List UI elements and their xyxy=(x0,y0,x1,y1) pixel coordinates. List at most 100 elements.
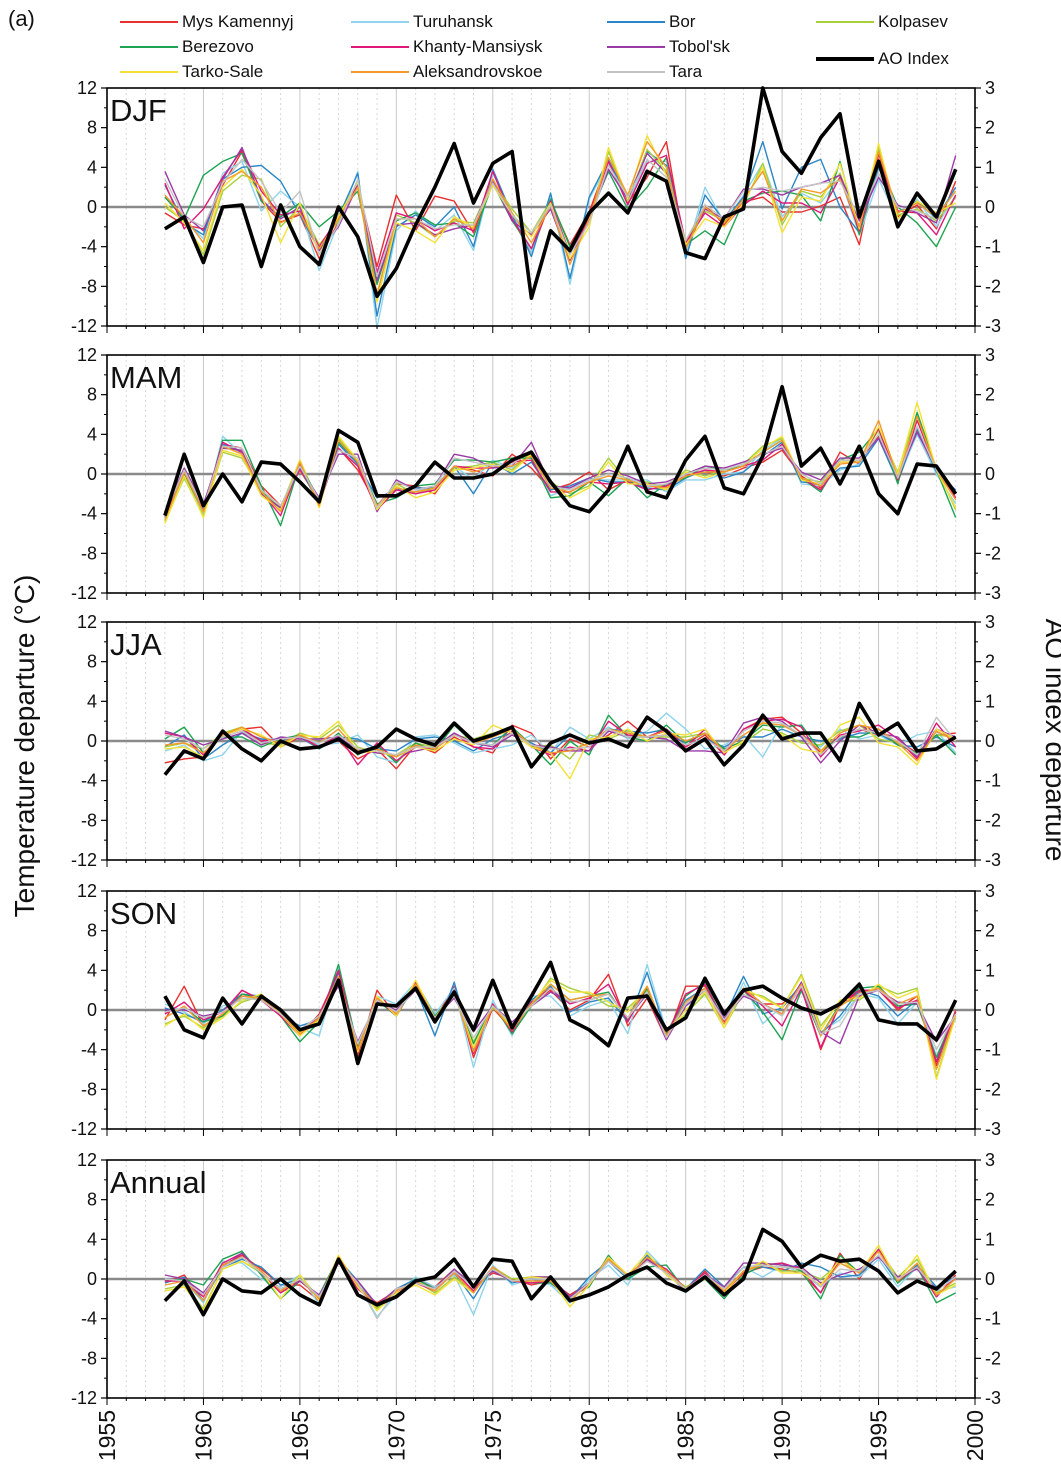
y-tick-label-right: -3 xyxy=(985,1388,1001,1408)
y-tick-label-right: 2 xyxy=(985,1190,995,1210)
y-tick-label-left: 8 xyxy=(87,921,97,941)
series-line-tara xyxy=(164,425,957,514)
y-tick-label-left: -8 xyxy=(81,1079,97,1099)
y-tick-label-right: -1 xyxy=(985,771,1001,791)
series-line-tarko-sale xyxy=(164,1244,957,1312)
y-tick-label-left: -12 xyxy=(71,850,97,870)
series-line-tobol-sk xyxy=(164,431,957,513)
y-tick-label-left: 0 xyxy=(87,464,97,484)
y-tick-label-right: 3 xyxy=(985,345,995,365)
x-tick-label: 1990 xyxy=(769,1410,795,1461)
y-tick-label-right: -1 xyxy=(985,504,1001,524)
y-tick-label-left: 0 xyxy=(87,731,97,751)
y-tick-label-right: 1 xyxy=(985,960,995,980)
series-line-tara xyxy=(164,716,957,756)
y-tick-label-left: -12 xyxy=(71,1119,97,1139)
y-tick-label-right: 3 xyxy=(985,612,995,632)
y-tick-label-right: 2 xyxy=(985,118,995,138)
legend-label: Khanty-Mansiysk xyxy=(413,37,543,56)
x-tick-label: 1985 xyxy=(673,1410,699,1461)
series-line-mys-kamennyj xyxy=(164,140,957,268)
y-tick-label-right: -2 xyxy=(985,810,1001,830)
y-tick-label-left: -4 xyxy=(81,1040,97,1060)
y-tick-label-right: -3 xyxy=(985,850,1001,870)
x-tick-label: 1980 xyxy=(576,1410,602,1461)
x-tick-label: 1975 xyxy=(480,1410,506,1461)
x-tick-label: 2000 xyxy=(962,1410,988,1461)
legend-item-kolpasev: Kolpasev xyxy=(816,11,948,33)
y-tick-label-right: 0 xyxy=(985,731,995,751)
y-tick-label-right: 3 xyxy=(985,881,995,901)
y-tick-label-left: 0 xyxy=(87,1269,97,1289)
panel-title: DJF xyxy=(110,93,167,128)
y-tick-label-left: 8 xyxy=(87,118,97,138)
legend-item-mys-kamennyj: Mys Kamennyj xyxy=(120,11,293,33)
legend-swatch xyxy=(816,21,874,23)
y-tick-label-right: -3 xyxy=(985,1119,1001,1139)
y-tick-label-left: 0 xyxy=(87,1000,97,1020)
y-tick-label-right: 1 xyxy=(985,691,995,711)
y-tick-label-left: 8 xyxy=(87,652,97,672)
x-tick-label: 1965 xyxy=(287,1410,313,1461)
y-tick-label-left: 4 xyxy=(87,691,97,711)
y-tick-label-left: -8 xyxy=(81,276,97,296)
y-tick-label-left: 12 xyxy=(77,612,97,632)
y-tick-label-left: 4 xyxy=(87,424,97,444)
y-axis-label-right: AO index departure xyxy=(1040,618,1061,862)
series-line-aleksandrovskoe xyxy=(164,722,957,762)
y-tick-label-right: 1 xyxy=(985,157,995,177)
y-tick-label-right: 3 xyxy=(985,78,995,98)
y-tick-label-right: 0 xyxy=(985,197,995,217)
legend-label: Aleksandrovskoe xyxy=(413,62,543,81)
ao-index-line xyxy=(163,384,958,517)
legend-label: Tobol'sk xyxy=(669,37,730,56)
legend-label: Mys Kamennyj xyxy=(182,12,294,31)
panel-title: MAM xyxy=(110,360,182,395)
legend-swatch xyxy=(351,71,409,73)
legend-label: Tarko-Sale xyxy=(182,62,264,81)
y-tick-label-left: 0 xyxy=(87,197,97,217)
ao-index-line xyxy=(163,701,957,776)
legend-swatch xyxy=(120,71,178,73)
y-tick-label-left: -8 xyxy=(81,810,97,830)
ao-index-line xyxy=(163,86,958,301)
y-tick-label-left: 4 xyxy=(87,960,97,980)
y-tick-label-left: -4 xyxy=(81,504,97,524)
series-line-tara xyxy=(164,158,957,278)
ao-index-line xyxy=(163,1227,957,1317)
series-line-aleksandrovskoe xyxy=(164,140,957,295)
y-tick-label-left: -4 xyxy=(81,237,97,257)
legend-label: Berezovo xyxy=(182,37,254,56)
y-tick-label-left: 12 xyxy=(77,345,97,365)
y-tick-label-right: -2 xyxy=(985,1079,1001,1099)
y-tick-label-right: 0 xyxy=(985,1000,995,1020)
y-tick-label-left: -12 xyxy=(71,316,97,336)
y-tick-label-right: 1 xyxy=(985,424,995,444)
legend-label: Tara xyxy=(669,62,703,81)
y-tick-label-left: 8 xyxy=(87,385,97,405)
y-tick-label-left: 8 xyxy=(87,1190,97,1210)
x-tick-label: 1970 xyxy=(383,1410,409,1461)
legend-swatch xyxy=(351,21,409,23)
y-tick-label-right: 3 xyxy=(985,1150,995,1170)
legend-label: AO Index xyxy=(878,49,949,68)
legend-item-berezovo: Berezovo xyxy=(120,36,254,58)
panel-letter: (a) xyxy=(8,6,35,31)
panel-title: Annual xyxy=(110,1165,207,1200)
y-tick-label-right: -2 xyxy=(985,543,1001,563)
legend-swatch xyxy=(607,46,665,48)
panel-title: JJA xyxy=(110,627,162,662)
y-tick-label-left: 4 xyxy=(87,157,97,177)
legend-swatch xyxy=(607,71,665,73)
series-line-berezovo xyxy=(164,152,957,286)
y-tick-label-right: -1 xyxy=(985,237,1001,257)
y-tick-label-left: -4 xyxy=(81,1309,97,1329)
x-tick-label: 1960 xyxy=(190,1410,216,1461)
y-tick-label-right: -2 xyxy=(985,276,1001,296)
y-tick-label-right: 1 xyxy=(985,1229,995,1249)
y-tick-label-right: 2 xyxy=(985,652,995,672)
legend: Mys Kamennyj Turuhansk Bor Kolpasev Bere… xyxy=(0,0,1061,90)
y-tick-label-right: -3 xyxy=(985,316,1001,336)
legend-item-ao-index: AO Index xyxy=(816,48,949,70)
